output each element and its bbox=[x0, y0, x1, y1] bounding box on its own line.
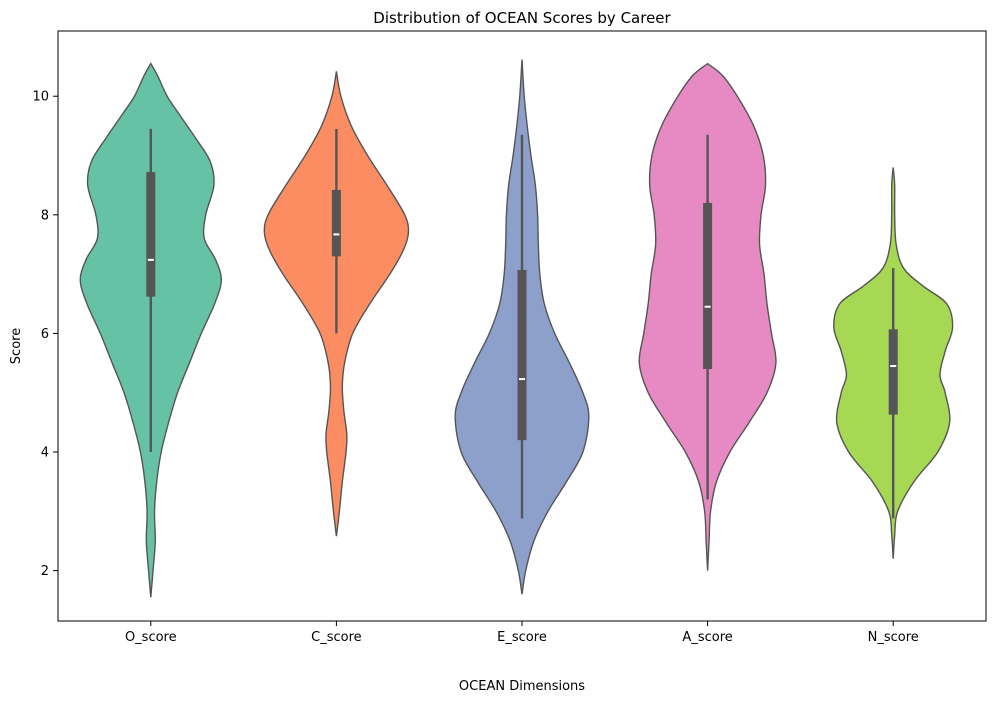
y-tick-label: 10 bbox=[32, 90, 49, 105]
y-tick-label: 2 bbox=[41, 564, 49, 579]
iqr-box bbox=[146, 172, 156, 297]
y-tick-label: 8 bbox=[41, 208, 49, 223]
x-tick-label: O_score bbox=[125, 630, 177, 645]
iqr-box bbox=[331, 189, 341, 257]
x-axis: O_score C_score E_score A_score N_score bbox=[125, 621, 919, 645]
iqr-box bbox=[703, 202, 713, 369]
x-axis-label: OCEAN Dimensions bbox=[459, 679, 585, 694]
x-tick-label: N_score bbox=[868, 630, 919, 645]
violin-E_score bbox=[454, 59, 590, 595]
chart-title: Distribution of OCEAN Scores by Career bbox=[373, 9, 671, 27]
iqr-box bbox=[517, 269, 527, 441]
iqr-box bbox=[888, 329, 898, 415]
violin-O_score bbox=[79, 62, 223, 598]
x-tick-label: E_score bbox=[497, 630, 547, 645]
plot-frame bbox=[57, 30, 987, 622]
violin-N_score bbox=[833, 167, 954, 559]
y-tick-label: 6 bbox=[41, 327, 49, 342]
violin-C_score bbox=[263, 71, 410, 537]
x-tick-label: A_score bbox=[682, 630, 732, 645]
violin-A_score bbox=[638, 62, 777, 571]
y-axis: 2 4 6 8 10 bbox=[32, 90, 58, 579]
y-axis-label: Score bbox=[9, 328, 24, 364]
violins-layer bbox=[79, 59, 954, 598]
x-tick-label: C_score bbox=[311, 630, 362, 645]
y-tick-label: 4 bbox=[41, 446, 49, 461]
